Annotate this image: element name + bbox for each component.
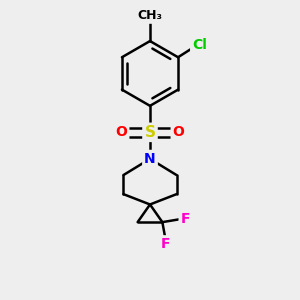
Text: N: N [144, 152, 156, 166]
Text: S: S [145, 125, 155, 140]
Text: CH₃: CH₃ [137, 9, 163, 22]
Text: F: F [181, 212, 190, 226]
Text: F: F [160, 237, 170, 251]
Text: Cl: Cl [192, 38, 207, 52]
Text: O: O [116, 125, 128, 139]
Text: O: O [172, 125, 184, 139]
